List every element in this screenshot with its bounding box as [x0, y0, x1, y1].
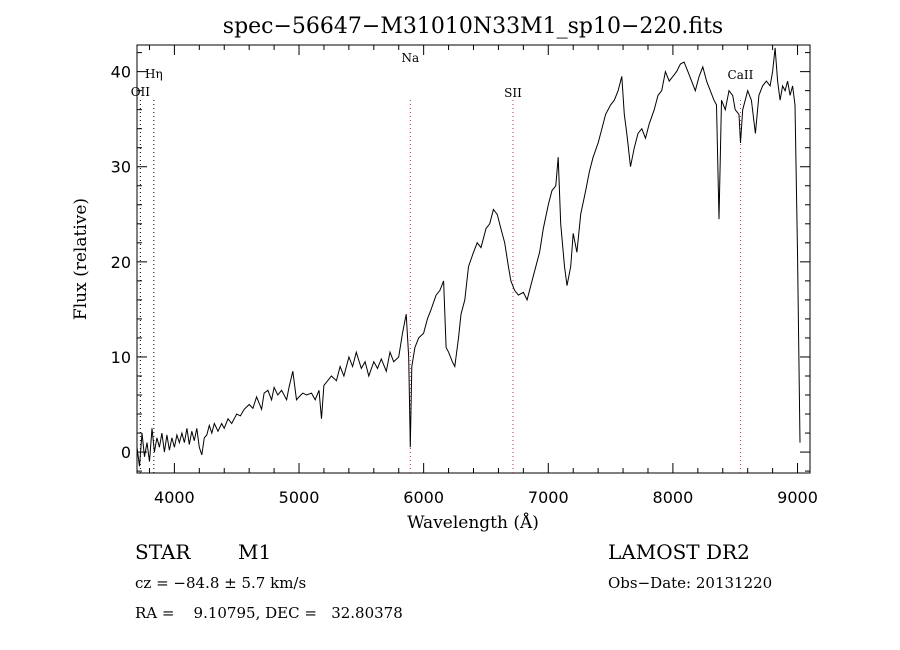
x-tick-label: 8000 [653, 488, 694, 507]
object-type: STAR [135, 540, 191, 564]
spectral-line-label: SII [504, 86, 522, 100]
plot-frame [136, 44, 811, 474]
y-tick-label: 40 [111, 63, 131, 82]
y-axis-ticks: 0 10 20 30 40 [111, 52, 810, 472]
x-tick-label: 5000 [279, 488, 320, 507]
x-axis-label: Wavelength (Å) [407, 512, 539, 533]
y-tick-label: 0 [121, 443, 131, 462]
spectral-line-label: OII [131, 85, 151, 99]
subclass: M1 [238, 540, 272, 564]
y-axis-label: Flux (relative) [71, 198, 91, 320]
y-tick-label: 30 [111, 158, 131, 177]
x-tick-label: 6000 [403, 488, 444, 507]
spectral-line-label: Hη [145, 67, 163, 81]
spectral-line-label: Na [401, 51, 419, 65]
y-tick-label: 20 [111, 253, 131, 272]
survey-name: LAMOST DR2 [608, 540, 750, 564]
series-line-0 [137, 47, 801, 467]
coordinates: RA = 9.10795, DEC = 32.80378 [135, 604, 403, 622]
x-tick-label: 4000 [154, 488, 195, 507]
spectral-line-label: CaII [728, 68, 754, 82]
x-axis-ticks: 4000 5000 6000 7000 8000 9000 [148, 45, 818, 507]
spectral-line-markers: OII Hη Na SII CaII [131, 51, 754, 473]
spectrum-series [137, 47, 801, 467]
x-tick-label: 7000 [528, 488, 569, 507]
x-tick-label: 9000 [777, 488, 818, 507]
y-tick-label: 10 [111, 348, 131, 367]
obs-date: Obs−Date: 20131220 [608, 574, 773, 592]
redshift-readout: cz = −84.8 ± 5.7 km/s [135, 574, 307, 592]
chart-title: spec−56647−M31010N33M1_sp10−220.fits [223, 14, 723, 39]
